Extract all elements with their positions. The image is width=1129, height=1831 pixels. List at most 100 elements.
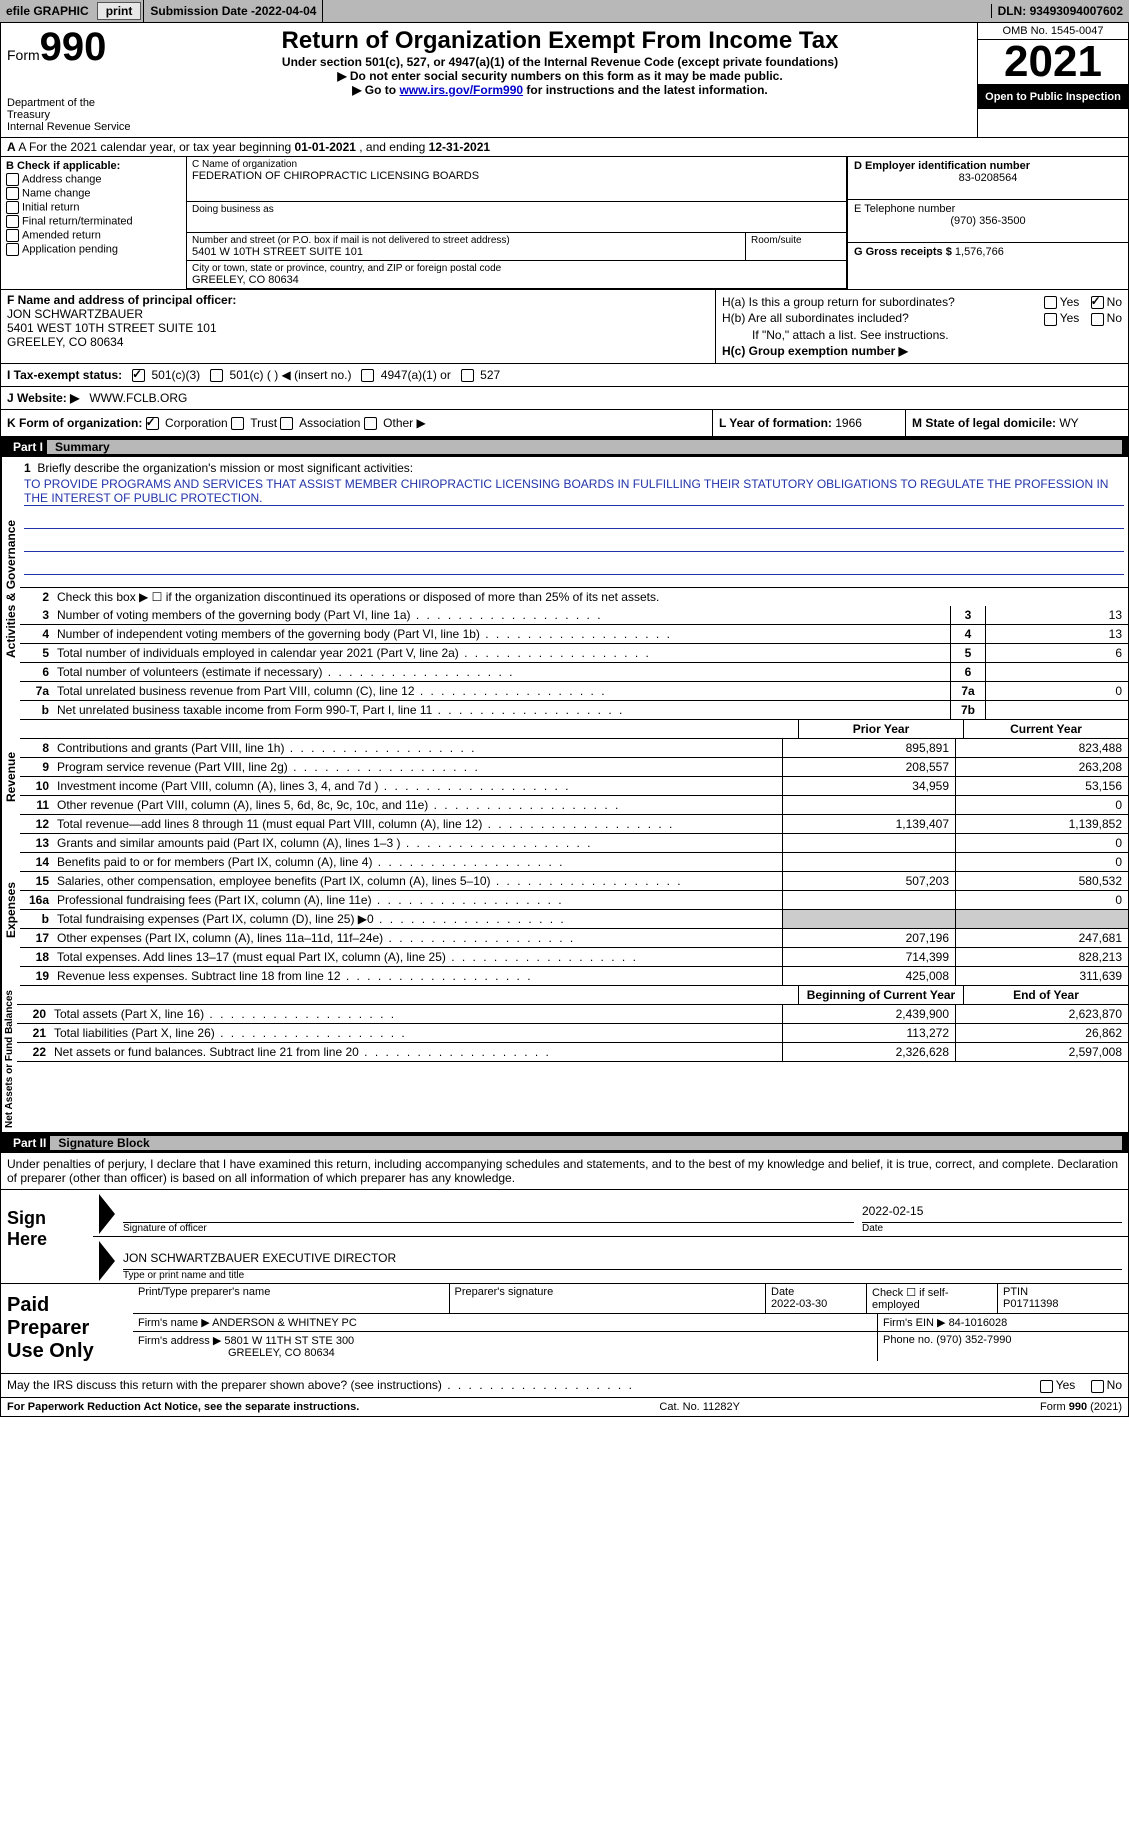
f-city: GREELEY, CO 80634 [7,335,709,349]
k-assoc[interactable]: Association [280,416,360,430]
side-revenue: Revenue [1,720,20,834]
cb-name-change[interactable]: Name change [6,187,181,200]
i-opt3[interactable]: 4947(a)(1) or [361,368,450,382]
head-eoy: End of Year [963,986,1128,1004]
i-opt1[interactable]: 501(c)(3) [132,368,200,382]
hb-note: If "No," attach a list. See instructions… [722,328,1122,342]
form-title: Return of Organization Exempt From Incom… [147,27,973,55]
i-opt4[interactable]: 527 [461,368,500,382]
firm-addr-label: Firm's address ▶ [138,1335,224,1347]
summary-line: 21Total liabilities (Part X, line 26)113… [17,1024,1128,1043]
topbar: efile GRAPHIC print Submission Date - 20… [0,0,1129,23]
form-note1: ▶ Do not enter social security numbers o… [147,69,973,83]
efile-label: efile GRAPHIC [0,4,95,18]
c-room-label: Room/suite [751,235,841,246]
i-opt2[interactable]: 501(c) ( ) ◀ (insert no.) [210,368,351,382]
footer: For Paperwork Reduction Act Notice, see … [0,1398,1129,1417]
cb-initial-return[interactable]: Initial return [6,201,181,214]
paid-preparer-label: Paid Preparer Use Only [1,1284,133,1373]
firm-ein: 84-1016028 [949,1317,1008,1329]
section-fh: F Name and address of principal officer:… [0,290,1129,364]
head-current: Current Year [963,720,1128,738]
summary-line: 20Total assets (Part X, line 16)2,439,90… [17,1005,1128,1024]
ptin-label: PTIN [1003,1286,1123,1298]
irs-link[interactable]: www.irs.gov/Form990 [399,83,523,97]
ha-yesno[interactable]: Yes No [1036,295,1122,309]
k-other[interactable]: Other ▶ [364,416,426,430]
dln: DLN: 93493094007602 [991,4,1129,18]
firm-ein-label: Firm's EIN ▶ [883,1317,949,1329]
summary-line: 16aProfessional fundraising fees (Part I… [20,891,1128,910]
part1-bar: Part I Summary [0,437,1129,457]
g-gross-label: G Gross receipts $ [854,246,955,258]
l1-label: Briefly describe the organization's miss… [37,461,413,475]
part1-subtitle: Summary [47,440,1122,454]
summary-line: 15Salaries, other compensation, employee… [20,872,1128,891]
hb-label: H(b) Are all subordinates included? [722,311,1036,325]
open-to-public: Open to Public Inspection [978,85,1128,109]
discuss-yesno[interactable]: Yes No [1040,1378,1122,1392]
form-note2: ▶ Go to www.irs.gov/Form990 for instruct… [147,83,973,97]
summary-line: 17Other expenses (Part IX, column (A), l… [20,929,1128,948]
summary-line: 22Net assets or fund balances. Subtract … [17,1043,1128,1062]
f-label: F Name and address of principal officer: [7,293,709,307]
cb-address-change[interactable]: Address change [6,173,181,186]
tax-year: 2021 [978,40,1128,85]
cb-amended-return[interactable]: Amended return [6,229,181,242]
discuss-row: May the IRS discuss this return with the… [0,1374,1129,1397]
summary-line: 7aTotal unrelated business revenue from … [20,682,1128,701]
submission-date: Submission Date - 2022-04-04 [143,0,323,22]
name-title: JON SCHWARTZBAUER EXECUTIVE DIRECTOR [123,1251,1122,1270]
firm-addr2: GREELEY, CO 80634 [138,1347,872,1359]
side-activities-governance: Activities & Governance [1,457,20,720]
ha-label: H(a) Is this a group return for subordin… [722,295,1036,309]
section-net-assets: Net Assets or Fund Balances Beginning of… [0,986,1129,1133]
firm-name-label: Firm's name ▶ [138,1317,212,1329]
part2-label: Part II [7,1136,52,1150]
section-revenue: Revenue Prior Year Current Year 8Contrib… [0,720,1129,834]
p-sig-label: Preparer's signature [449,1284,766,1313]
l1-value: TO PROVIDE PROGRAMS AND SERVICES THAT AS… [24,477,1124,506]
firm-name: ANDERSON & WHITNEY PC [212,1317,357,1329]
form-number: 990 [40,25,107,69]
footer-right: Form 990 (2021) [1034,1398,1128,1416]
summary-line: 11Other revenue (Part VIII, column (A), … [20,796,1128,815]
part1-label: Part I [7,440,49,454]
i-label: I Tax-exempt status: [7,368,122,382]
k-corp[interactable]: Corporation [146,416,228,430]
p-check-label: Check ☐ if self-employed [866,1284,997,1313]
k-trust[interactable]: Trust [231,416,277,430]
cb-final-return[interactable]: Final return/terminated [6,215,181,228]
p-date-label: Date [771,1286,861,1298]
summary-line: 8Contributions and grants (Part VIII, li… [20,739,1128,758]
sign-section: Sign Here Signature of officer 2022-02-1… [0,1190,1129,1284]
row-i: I Tax-exempt status: 501(c)(3) 501(c) ( … [0,364,1129,387]
d-ein: 83-0208564 [854,172,1122,184]
l-label: L Year of formation: [719,416,835,430]
sig-officer-label: Signature of officer [123,1223,854,1234]
penalties-text: Under penalties of perjury, I declare th… [0,1153,1129,1190]
print-button[interactable]: print [97,2,142,20]
summary-line: 10Investment income (Part VIII, column (… [20,777,1128,796]
e-tel: (970) 356-3500 [854,215,1122,227]
side-expenses: Expenses [1,834,20,986]
p-name-label: Print/Type preparer's name [133,1284,449,1313]
k-label: K Form of organization: [7,416,142,430]
sig-date: 2022-02-15 [862,1204,1122,1223]
c-dba-label: Doing business as [192,204,841,215]
part2-bar: Part II Signature Block [0,1133,1129,1153]
head-prior: Prior Year [798,720,963,738]
discuss-label: May the IRS discuss this return with the… [7,1378,1030,1392]
summary-line: 14Benefits paid to or for members (Part … [20,853,1128,872]
f-addr: 5401 WEST 10TH STREET SUITE 101 [7,321,709,335]
hb-yesno[interactable]: Yes No [1036,311,1122,325]
row-a: A A For the 2021 calendar year, or tax y… [0,138,1129,157]
form-word: Form [7,47,40,63]
e-tel-label: E Telephone number [854,203,1122,215]
c-name: FEDERATION OF CHIROPRACTIC LICENSING BOA… [192,170,841,182]
b-header: B Check if applicable: [6,160,181,172]
date-label: Date [862,1223,1122,1234]
cb-application-pending[interactable]: Application pending [6,243,181,256]
preparer-section: Paid Preparer Use Only Print/Type prepar… [0,1284,1129,1374]
c-street: 5401 W 10TH STREET SUITE 101 [192,246,740,258]
